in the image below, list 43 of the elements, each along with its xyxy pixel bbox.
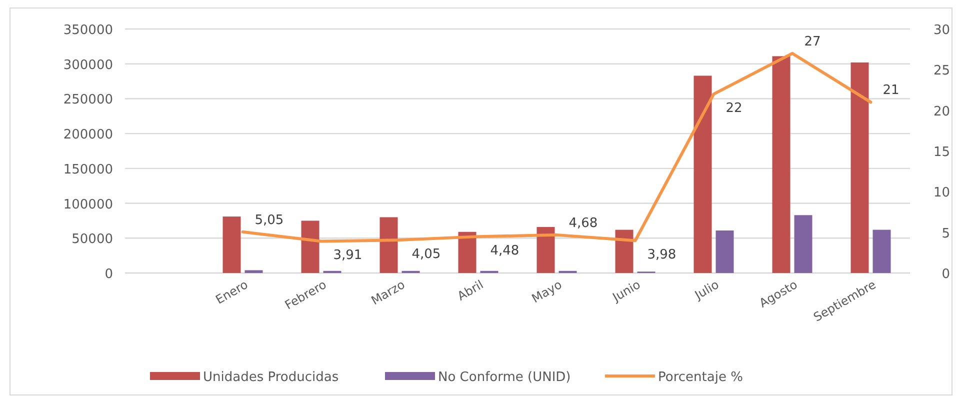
y2-tick-label: 30 xyxy=(933,23,950,38)
bar xyxy=(716,230,734,273)
data-label: 3,98 xyxy=(647,248,676,263)
x-tick-label: Mayo xyxy=(529,277,564,306)
y-tick-label: 100000 xyxy=(63,197,113,212)
bar xyxy=(772,56,790,273)
bar xyxy=(615,230,634,273)
data-label: 21 xyxy=(882,83,900,98)
data-label: 5,05 xyxy=(254,212,284,228)
bar xyxy=(794,215,812,273)
line-series xyxy=(241,52,872,243)
y-tick-label: 200000 xyxy=(63,128,113,143)
bar xyxy=(694,76,712,273)
bar xyxy=(872,230,891,273)
y2-tick-label: 10 xyxy=(933,186,950,201)
bar xyxy=(380,217,398,273)
bar xyxy=(850,62,869,273)
legend-label: Unidades Producidas xyxy=(203,370,339,385)
legend-label: No Conforme (UNID) xyxy=(438,370,571,385)
bar xyxy=(244,270,263,273)
y-tick-label: 150000 xyxy=(63,162,113,178)
y-tick-label: 250000 xyxy=(63,92,113,108)
y2-tick-label: 0 xyxy=(942,267,950,282)
data-label: 4,68 xyxy=(568,216,598,231)
data-label: 22 xyxy=(726,101,742,116)
y2-tick-label: 5 xyxy=(942,226,950,242)
data-label: 3,91 xyxy=(333,248,362,264)
y2-tick-label: 20 xyxy=(933,104,950,120)
y-tick-label: 0 xyxy=(104,267,113,282)
bar xyxy=(222,216,241,273)
data-label: 27 xyxy=(804,34,821,50)
bar xyxy=(301,220,320,273)
legend-label: Porcentaje % xyxy=(658,370,743,385)
y2-tick-label: 25 xyxy=(933,64,950,79)
x-tick-label: Julio xyxy=(692,277,722,303)
data-label: 4,05 xyxy=(412,247,441,262)
y-tick-label: 50000 xyxy=(72,232,113,248)
bar xyxy=(458,232,476,273)
y-tick-label: 300000 xyxy=(63,58,113,73)
bar xyxy=(536,226,555,273)
y-tick-label: 350000 xyxy=(63,23,113,38)
data-label: 4,48 xyxy=(490,244,520,259)
y2-tick-label: 15 xyxy=(933,145,950,160)
